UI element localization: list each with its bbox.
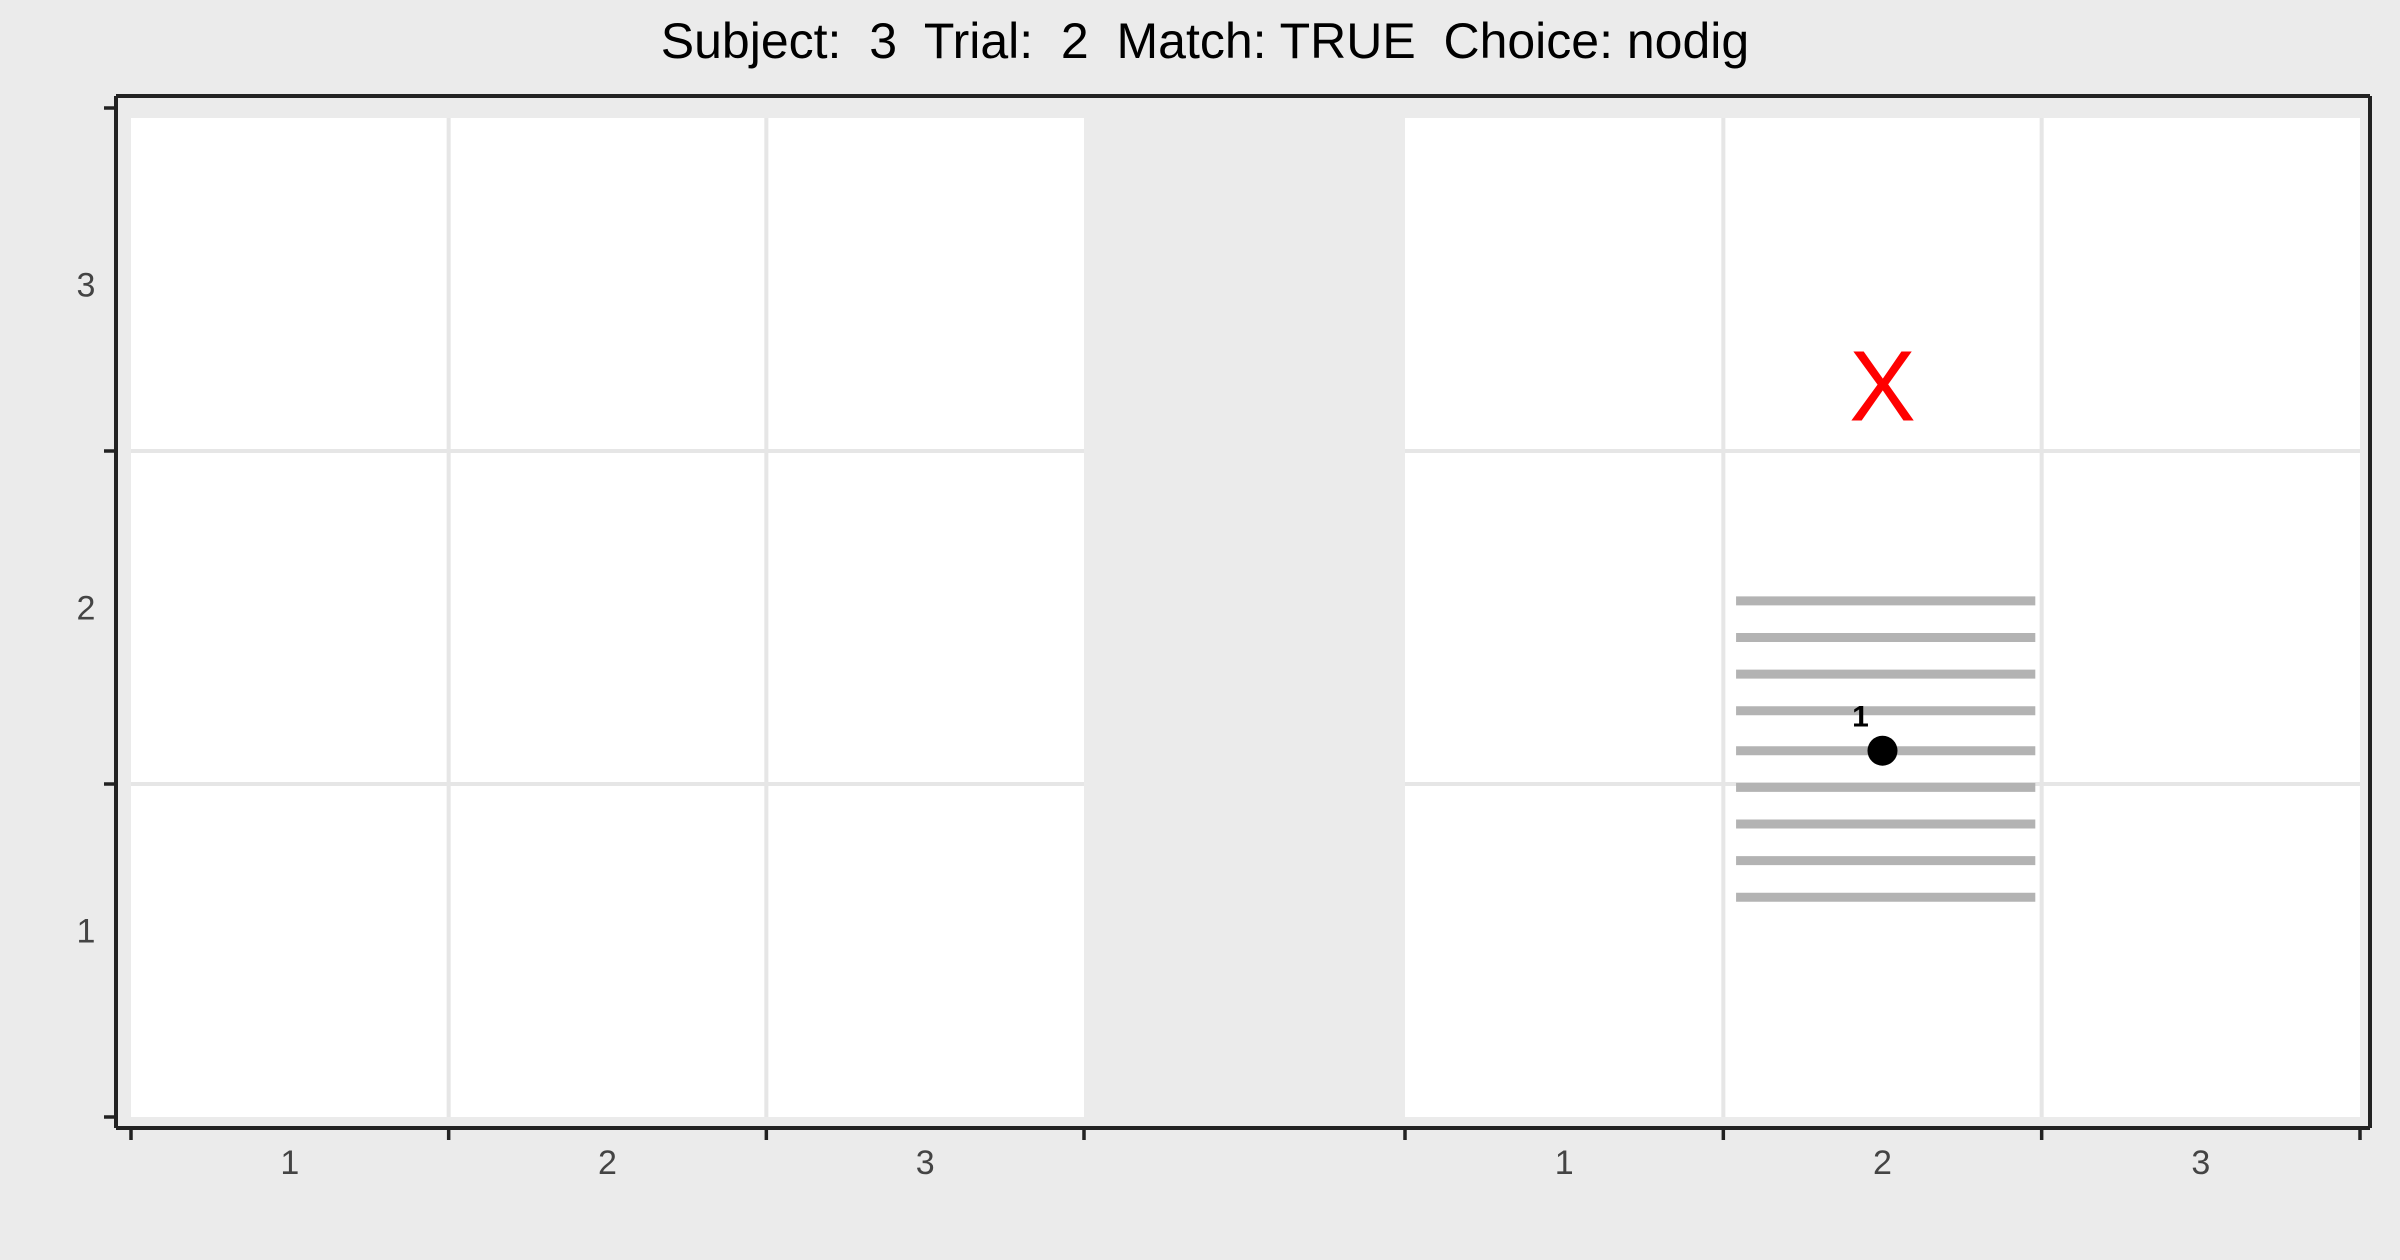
x-tick-label: 1 [280, 1144, 299, 1182]
y-tick-label: 3 [77, 267, 96, 305]
panels-layer: X1 [131, 118, 2360, 1117]
x-tick-label: 2 [598, 1144, 617, 1182]
axes-layer: 1 2 3 1 2 3 1 2 3 [77, 94, 2372, 1182]
panel-background [131, 118, 1084, 1117]
data-point [1867, 735, 1898, 766]
target-marker: X [1849, 330, 1916, 442]
point-label: 1 [1852, 701, 1869, 734]
chart-title: Subject: 3 Trial: 2 Match: TRUE Choice: … [661, 13, 1749, 69]
x-tick-label: 3 [916, 1144, 935, 1182]
x-tick-label: 3 [2191, 1144, 2210, 1182]
facet-right: X1 [1405, 118, 2360, 1117]
panel-background [1405, 118, 2360, 1117]
x-tick-label: 1 [1555, 1144, 1574, 1182]
y-tick-label: 2 [77, 590, 96, 628]
x-tick-label: 2 [1873, 1144, 1892, 1182]
y-tick-label: 1 [77, 913, 96, 951]
facet-left [131, 118, 1084, 1117]
